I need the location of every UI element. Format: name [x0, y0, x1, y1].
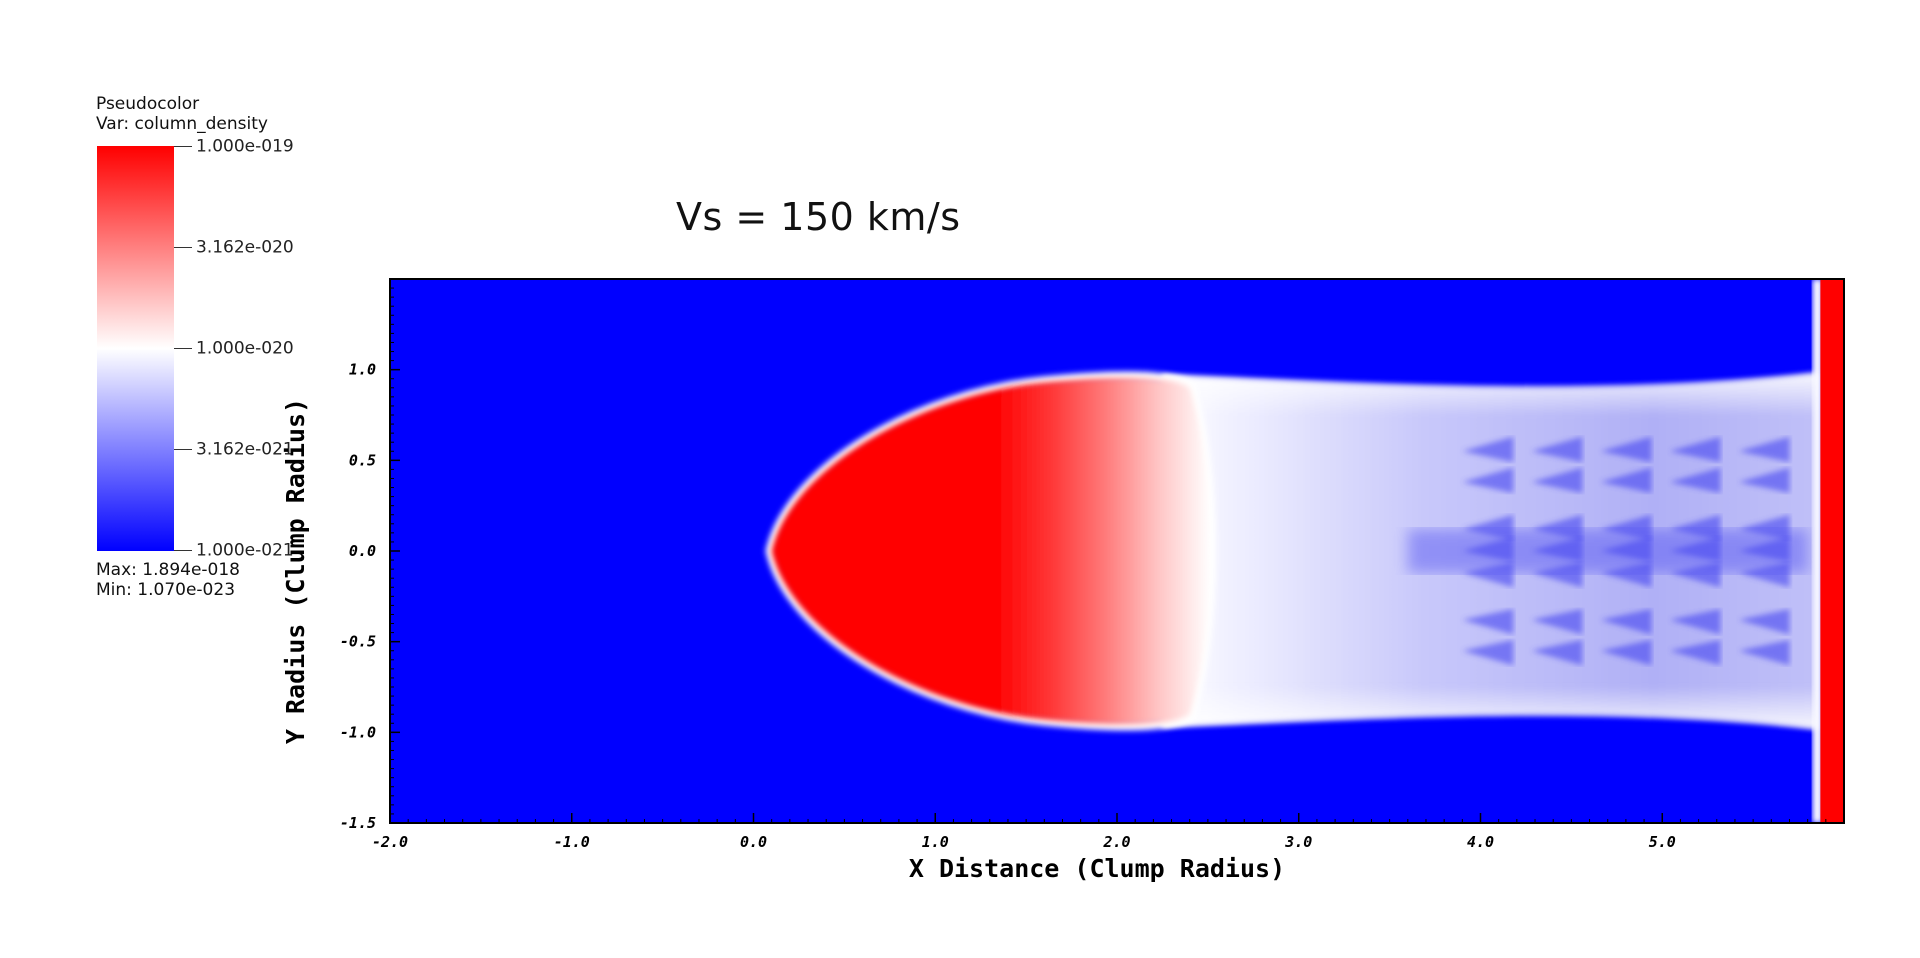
colorbar-tick [174, 247, 192, 248]
tail-streak [1531, 467, 1583, 493]
x-tick-label: -1.0 [554, 833, 590, 851]
tail-streak [1738, 467, 1790, 493]
tail-streak [1600, 609, 1652, 635]
y-tick-label: -1.5 [340, 814, 376, 832]
tail-streak [1600, 639, 1652, 666]
tail-streak [1738, 609, 1790, 635]
tail-streak [1600, 436, 1652, 463]
x-tick-label: 1.0 [922, 833, 949, 851]
colorbar-tick [174, 146, 192, 147]
tail-streak [1669, 467, 1721, 493]
tail-streak [1738, 639, 1790, 666]
boundary-strip [1820, 279, 1844, 823]
clump-body [771, 377, 1211, 725]
colorbar-tick [174, 449, 192, 450]
tail-streak [1531, 436, 1583, 463]
colorbar-tick-label: 3.162e-021 [196, 439, 294, 460]
tail-core [1407, 529, 1808, 573]
x-tick-label: 5.0 [1649, 833, 1676, 851]
plot-title: Vs = 150 km/s [676, 195, 961, 239]
tail-streak [1531, 639, 1583, 666]
tail-streak [1600, 467, 1652, 493]
colorbar-tick-label: 1.000e-019 [196, 136, 294, 157]
tail-streak [1462, 436, 1514, 463]
tail-streak [1669, 639, 1721, 666]
legend-max-value: Max: 1.894e-018 [96, 560, 240, 580]
colorbar-gradient [97, 146, 174, 551]
x-tick-label: 4.0 [1467, 833, 1494, 851]
plot-axes: -2.0 -1.0 0.0 1.0 2.0 3.0 4.0 5.0 -1.5 -1.0 -0.5 0.… [340, 278, 1845, 851]
tail-streak [1669, 436, 1721, 463]
tail-streak [1462, 609, 1514, 635]
y-tick-label: -1.0 [340, 723, 376, 741]
tail-streak [1462, 467, 1514, 493]
y-tick-label: 0.0 [349, 542, 376, 560]
x-axis-title: X Distance (Clump Radius) [909, 854, 1285, 883]
x-tick-label: 0.0 [740, 833, 767, 851]
y-tick-label: 0.5 [349, 451, 376, 469]
colorbar-tick-label: 1.000e-021 [196, 540, 294, 561]
y-tick-label: -0.5 [340, 633, 376, 651]
tail-streak [1738, 436, 1790, 463]
legend-variable: Var: column_density [96, 114, 268, 134]
heatmap-field [390, 279, 1844, 823]
boundary-glow [1812, 279, 1823, 823]
tail-streak [1462, 639, 1514, 666]
colorbar-tick [174, 550, 192, 551]
colorbar-legend: Pseudocolor Var: column_density 1.000e-0… [96, 96, 356, 616]
tail-streak [1669, 609, 1721, 635]
legend-plot-type: Pseudocolor [96, 94, 200, 114]
y-axis-title: Y Radius (Clump Radius) [281, 398, 310, 744]
x-tick-label: 2.0 [1102, 833, 1130, 851]
x-tick-label: 3.0 [1284, 833, 1312, 851]
y-tick-label: 1.0 [349, 361, 376, 379]
tail-streak [1531, 609, 1583, 635]
colorbar-tick-label: 1.000e-020 [196, 338, 294, 359]
legend-min-value: Min: 1.070e-023 [96, 580, 236, 600]
x-tick-label: -2.0 [372, 833, 408, 851]
colorbar-tick-label: 3.162e-020 [196, 237, 294, 258]
colorbar-tick [174, 348, 192, 349]
